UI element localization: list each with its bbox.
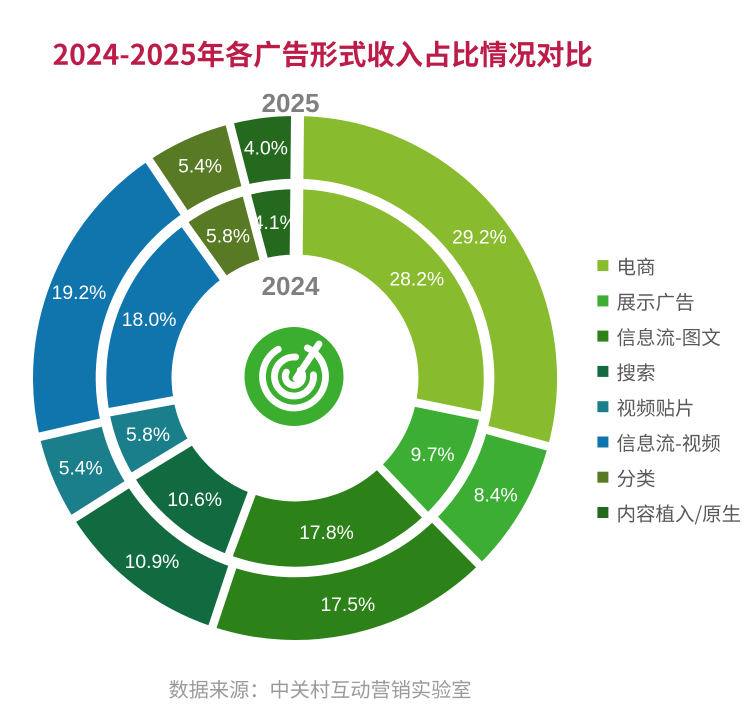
svg-text:10.9%: 10.9% xyxy=(125,552,180,573)
svg-text:8.4%: 8.4% xyxy=(474,486,518,507)
svg-text:17.8%: 17.8% xyxy=(299,523,354,544)
svg-text:17.5%: 17.5% xyxy=(320,595,375,616)
svg-text:5.8%: 5.8% xyxy=(126,425,170,446)
svg-text:28.2%: 28.2% xyxy=(389,269,444,290)
svg-text:19.2%: 19.2% xyxy=(52,283,107,304)
svg-text:5.4%: 5.4% xyxy=(59,458,103,479)
svg-text:4.0%: 4.0% xyxy=(244,138,288,159)
svg-text:5.8%: 5.8% xyxy=(206,226,250,247)
svg-text:2024: 2024 xyxy=(262,271,320,301)
svg-text:10.6%: 10.6% xyxy=(167,490,222,511)
svg-text:5.4%: 5.4% xyxy=(178,157,222,178)
svg-text:29.2%: 29.2% xyxy=(452,228,507,249)
svg-text:18.0%: 18.0% xyxy=(122,310,177,331)
svg-text:9.7%: 9.7% xyxy=(411,445,455,466)
svg-text:4.1%: 4.1% xyxy=(253,213,297,234)
svg-text:2025: 2025 xyxy=(262,88,320,118)
